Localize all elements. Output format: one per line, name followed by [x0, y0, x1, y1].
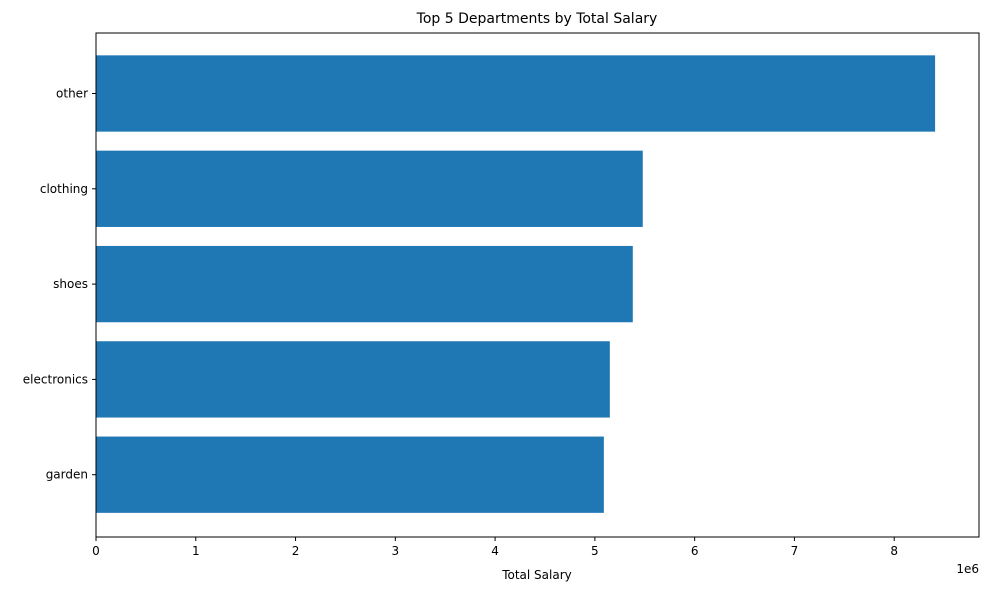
x-tick-label-7: 7 — [791, 544, 799, 558]
x-axis-offset-label: 1e6 — [956, 562, 979, 576]
y-axis: other clothing shoes electronics garden — [23, 87, 96, 482]
chart-title: Top 5 Departments by Total Salary — [416, 11, 658, 27]
plot-frame — [95, 32, 980, 538]
bar-electronics — [96, 341, 610, 418]
y-tick-label-electronics: electronics — [23, 372, 88, 386]
x-tick-label-5: 5 — [591, 544, 599, 558]
bar-garden — [96, 436, 604, 513]
x-tick-label-0: 0 — [92, 544, 100, 558]
y-tick-label-shoes: shoes — [53, 277, 88, 291]
x-tick-label-6: 6 — [691, 544, 699, 558]
x-tick-label-2: 2 — [292, 544, 300, 558]
bar-shoes — [96, 245, 633, 323]
x-tick-label-1: 1 — [192, 544, 200, 558]
bar-other — [96, 55, 936, 132]
bar-clothing — [96, 150, 643, 227]
x-tick-label-8: 8 — [890, 544, 898, 558]
y-tick-label-other: other — [56, 87, 88, 101]
y-tick-label-clothing: clothing — [40, 182, 88, 196]
y-tick-label-garden: garden — [46, 468, 88, 482]
x-tick-label-4: 4 — [491, 544, 499, 558]
bars-layer — [96, 55, 936, 513]
x-tick-label-3: 3 — [392, 544, 400, 558]
x-axis-label: Total Salary — [501, 568, 572, 582]
x-axis: 0 1 2 3 4 5 6 7 8 — [92, 537, 898, 558]
